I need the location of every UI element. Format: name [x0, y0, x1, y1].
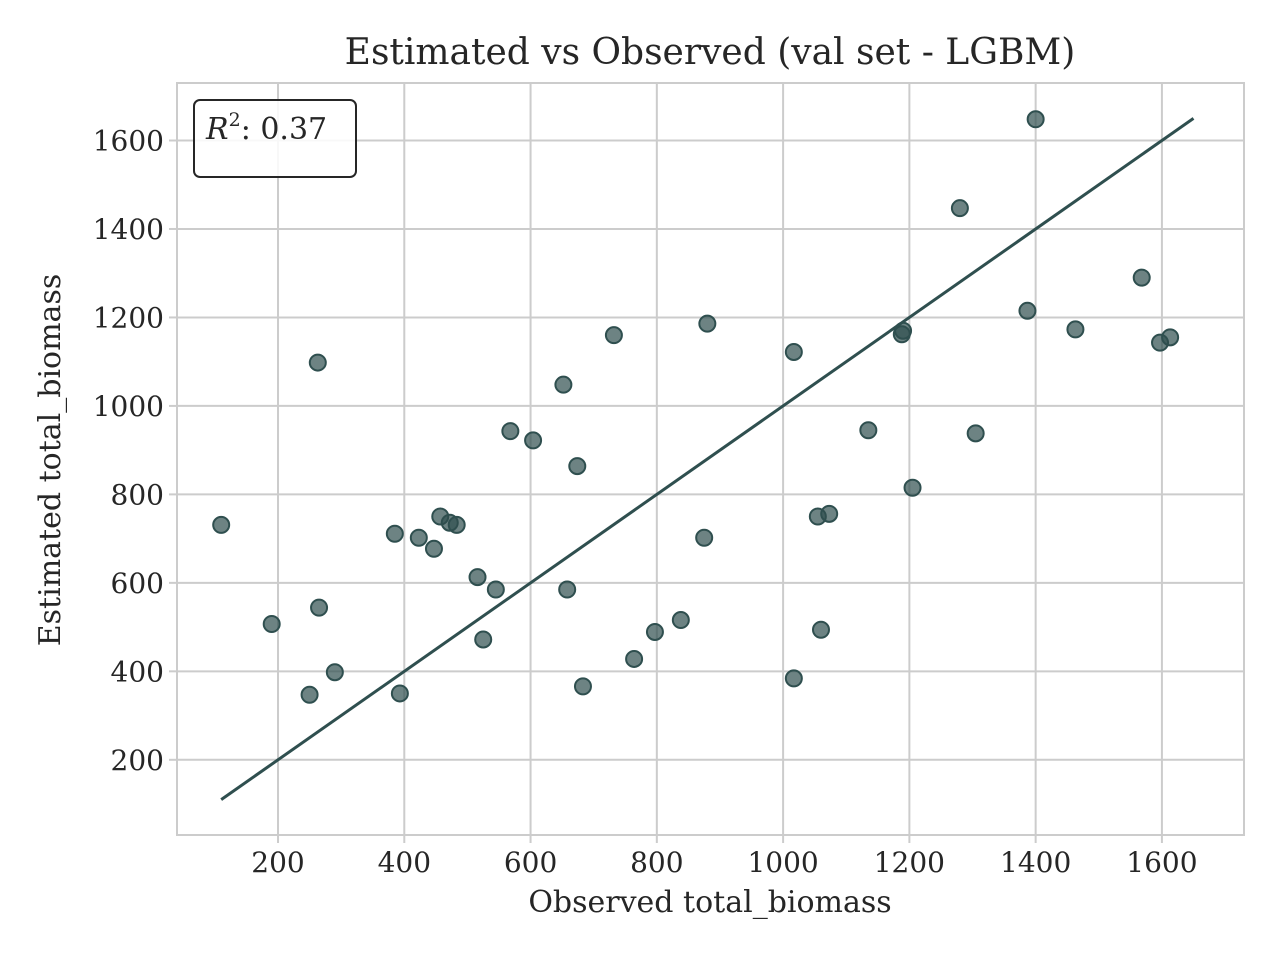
data-point [903, 478, 922, 497]
r2-label: R2: 0.37 [205, 109, 327, 147]
y-axis-ticks: 200 400 600 800 1000 1200 1400 1600 [93, 125, 177, 777]
y-tick-label: 1600 [93, 125, 164, 158]
data-point [950, 199, 969, 218]
data-point [573, 677, 592, 696]
y-tick-label: 1200 [93, 301, 164, 334]
data-point [784, 669, 803, 688]
identity-line [220, 117, 1195, 801]
data-point [468, 568, 487, 587]
y-axis-label: Estimated total_biomass [33, 274, 68, 646]
r2-box [193, 99, 357, 178]
y-tick-label: 1400 [93, 213, 164, 246]
data-point [474, 630, 493, 649]
y-tick-label: 800 [111, 478, 164, 511]
data-point [262, 614, 281, 633]
chart-title: Estimated vs Observed (val set - LGBM) [345, 32, 1076, 73]
x-tick-label: 600 [504, 846, 557, 879]
data-point [966, 424, 985, 443]
plot-frame [176, 82, 1245, 836]
data-point [1132, 268, 1151, 287]
x-axis-ticks: 200 400 600 800 1000 1200 1400 1600 [251, 835, 1198, 879]
data-point [390, 684, 409, 703]
data-point [558, 580, 577, 599]
y-tick-label: 1000 [93, 390, 164, 423]
x-tick-label: 1400 [1000, 846, 1071, 879]
data-point [671, 611, 690, 630]
data-point [325, 663, 344, 682]
data-point [1161, 328, 1180, 347]
r2-value: : 0.37 [241, 112, 327, 147]
data-point [894, 321, 913, 340]
x-tick-label: 400 [378, 846, 431, 879]
x-tick-label: 1000 [747, 846, 818, 879]
data-point [310, 598, 329, 617]
data-point [698, 314, 717, 333]
data-point [447, 515, 466, 534]
x-tick-label: 800 [630, 846, 683, 879]
x-tick-label: 200 [251, 846, 304, 879]
y-tick-label: 600 [111, 567, 164, 600]
data-point [1026, 110, 1045, 129]
y-tick-label: 200 [111, 744, 164, 777]
r2-exponent: 2 [229, 109, 241, 131]
data-point [486, 580, 505, 599]
data-point [604, 326, 623, 345]
data-point [524, 431, 543, 450]
data-points [212, 110, 1180, 704]
data-point [811, 620, 830, 639]
data-point [1018, 301, 1037, 320]
data-point [568, 457, 587, 476]
data-point [645, 622, 664, 641]
r2-annotation: R2: 0.37 [193, 99, 357, 178]
x-tick-label: 1200 [874, 846, 945, 879]
data-point [554, 375, 573, 394]
data-point [300, 685, 319, 704]
y-tick-label: 400 [111, 655, 164, 688]
r2-symbol: R [205, 112, 229, 147]
data-point [501, 422, 520, 441]
data-point [859, 421, 878, 440]
data-point [695, 528, 714, 547]
data-point [308, 353, 327, 372]
data-point [1066, 320, 1085, 339]
data-point [820, 504, 839, 523]
data-point [212, 515, 231, 534]
data-point [784, 342, 803, 361]
data-point [625, 649, 644, 668]
x-tick-label: 1600 [1126, 846, 1197, 879]
data-point [385, 524, 404, 543]
data-point [409, 528, 428, 547]
data-point [424, 539, 443, 558]
x-axis-label: Observed total_biomass [528, 885, 891, 920]
